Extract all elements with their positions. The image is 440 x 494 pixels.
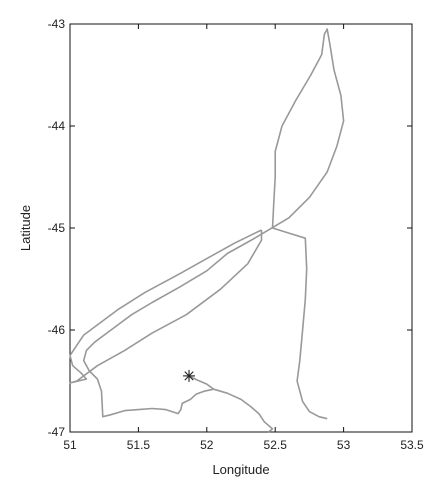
- y-tick-label: -45: [48, 221, 66, 235]
- track-lines: [69, 28, 345, 433]
- x-tick-label: 53: [337, 438, 351, 452]
- x-axis: 51 51.5 52 52.5 53 53.5: [63, 24, 424, 452]
- x-tick-label: 53.5: [400, 438, 424, 452]
- track-line-3: [213, 388, 274, 433]
- y-axis: -47 -46 -45 -44 -43: [48, 17, 412, 439]
- y-tick-label: -47: [48, 425, 66, 439]
- y-tick-label: -43: [48, 17, 66, 31]
- x-tick-label: 51: [63, 438, 77, 452]
- x-axis-title: Longitude: [212, 462, 269, 477]
- marker-layer: [183, 369, 196, 382]
- x-tick-label: 52: [200, 438, 214, 452]
- plot-frame: [69, 23, 413, 433]
- start-marker-asterisk: [183, 369, 196, 382]
- y-tick-label: -46: [48, 323, 66, 337]
- y-tick-label: -44: [48, 119, 66, 133]
- x-tick-label: 51.5: [127, 438, 151, 452]
- y-axis-title: Latitude: [18, 205, 33, 251]
- track-line-1: [82, 28, 345, 420]
- x-tick-label: 52.5: [264, 438, 288, 452]
- track-line-2: [69, 229, 263, 384]
